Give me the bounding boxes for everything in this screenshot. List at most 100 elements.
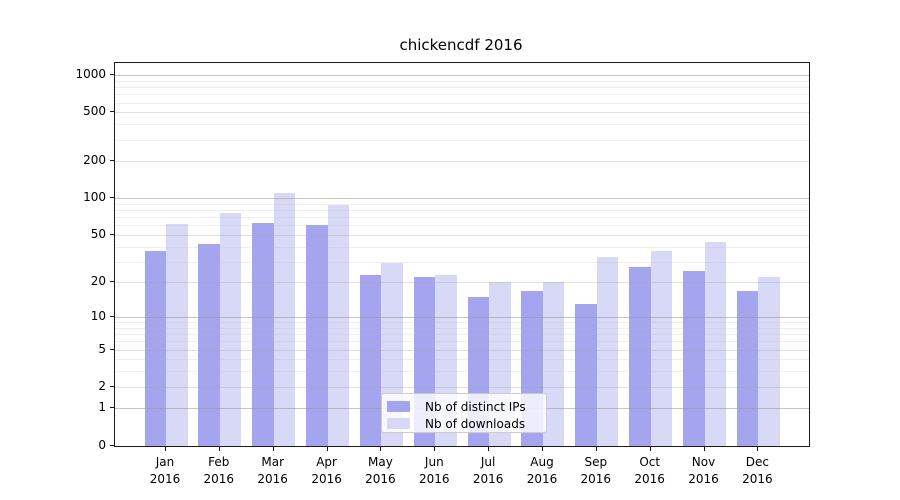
y-tick-mark-2 (110, 385, 114, 387)
bar-downloads-mar (273, 193, 296, 446)
x-tick-mark-dec (757, 446, 759, 451)
y-tick-mark-200 (110, 160, 114, 162)
legend-label-distinct-ips: Nb of distinct IPs (425, 399, 526, 414)
x-tick-mark-apr (326, 446, 328, 451)
x-tick-label-jul: Jul 2016 (472, 454, 504, 486)
y-tick-mark-1000 (110, 74, 114, 76)
bar-downloads-feb (219, 212, 242, 446)
bar-distinct-ips-apr (306, 225, 328, 446)
x-tick-mark-jul (488, 446, 490, 451)
gridline-60 (115, 225, 809, 227)
bar-distinct-ips-sep (575, 304, 597, 446)
x-tick-label-nov: Nov 2016 (688, 454, 719, 486)
bar-downloads-nov (704, 241, 726, 446)
gridline-400 (115, 124, 809, 126)
gridline-2 (115, 386, 809, 388)
y-tick-mark-0 (110, 444, 114, 446)
gridline-600 (115, 102, 809, 104)
chart-title: chickencdf 2016 (399, 36, 523, 54)
gridline-7 (115, 334, 809, 336)
gridline-90 (115, 203, 809, 205)
x-tick-label-oct: Oct 2016 (634, 454, 665, 486)
y-tick-mark-100 (110, 197, 114, 199)
gridline-30 (115, 261, 809, 263)
gridline-3 (115, 371, 809, 373)
x-tick-label-apr: Apr 2016 (311, 454, 342, 486)
gridline-4 (115, 359, 809, 361)
gridline-500 (115, 112, 809, 114)
y-tick-mark-20 (110, 281, 114, 283)
x-tick-label-jun: Jun 2016 (419, 454, 450, 486)
plot-canvas (115, 63, 809, 446)
legend-swatch-downloads-icon (387, 418, 410, 429)
legend-row: Nb of distinct IPs (382, 398, 546, 415)
y-tick-label-0: 0 (98, 437, 106, 452)
x-tick-label-mar: Mar 2016 (257, 454, 288, 486)
x-tick-label-sep: Sep 2016 (580, 454, 612, 486)
gridline-80 (115, 210, 809, 211)
y-tick-mark-10 (110, 316, 114, 317)
y-tick-label-20: 20 (90, 274, 106, 289)
legend-label-downloads: Nb of downloads (425, 416, 526, 431)
gridline-5 (115, 349, 809, 351)
x-tick-mark-mar (272, 446, 274, 451)
gridline-700 (115, 94, 809, 96)
x-tick-label-jan: Jan 2016 (149, 454, 181, 486)
bar-distinct-ips-mar (252, 222, 274, 446)
y-tick-label-100: 100 (83, 190, 106, 205)
x-tick-mark-jan (165, 446, 166, 451)
gridline-10 (115, 317, 809, 318)
x-tick-mark-aug (542, 446, 543, 451)
legend: Nb of distinct IPs Nb of downloads (381, 393, 547, 433)
bar-downloads-jan (166, 224, 188, 446)
bar-distinct-ips-nov (683, 270, 705, 446)
bar-downloads-oct (650, 250, 673, 446)
gridline-20 (115, 282, 809, 284)
y-tick-label-10: 10 (90, 309, 106, 323)
bar-distinct-ips-oct (629, 266, 651, 446)
y-tick-mark-50 (110, 233, 114, 235)
x-tick-mark-sep (595, 446, 597, 451)
gridline-70 (115, 217, 809, 219)
x-tick-mark-feb (218, 446, 220, 451)
y-tick-label-2: 2 (98, 378, 106, 393)
gridline-9 (115, 322, 809, 324)
bar-downloads-aug (542, 282, 565, 446)
bar-downloads-dec (758, 277, 780, 446)
gridline-8 (115, 327, 809, 329)
x-tick-label-feb: Feb 2016 (203, 454, 235, 486)
y-tick-label-500: 500 (83, 104, 106, 119)
legend-row: Nb of downloads (382, 415, 546, 432)
plot-area (114, 62, 810, 447)
y-tick-label-1000: 1000 (75, 67, 106, 82)
x-tick-label-may: May 2016 (365, 454, 396, 486)
x-tick-label-dec: Dec 2016 (742, 454, 773, 486)
gridline-300 (115, 139, 809, 141)
gridline-200 (115, 161, 809, 163)
y-tick-label-5: 5 (98, 341, 106, 356)
gridline-40 (115, 246, 809, 248)
bar-distinct-ips-jan (144, 250, 166, 446)
y-tick-label-1: 1 (98, 400, 106, 415)
gridline-800 (115, 87, 809, 89)
y-tick-mark-1 (110, 407, 114, 409)
gridline-1000 (115, 75, 809, 77)
y-tick-mark-500 (110, 111, 114, 113)
gridline-100 (115, 198, 809, 200)
bar-distinct-ips-feb (198, 243, 220, 446)
gridline-900 (115, 80, 809, 82)
x-tick-mark-nov (703, 446, 705, 451)
bar-downloads-sep (596, 256, 619, 446)
y-tick-mark-5 (110, 348, 114, 350)
x-tick-label-aug: Aug 2016 (526, 454, 558, 486)
y-tick-label-200: 200 (83, 153, 106, 168)
x-tick-mark-oct (649, 446, 651, 451)
y-tick-label-50: 50 (90, 226, 106, 241)
bar-downloads-apr (327, 204, 350, 446)
bar-distinct-ips-dec (736, 290, 759, 446)
x-tick-mark-may (380, 446, 382, 451)
gridline-6 (115, 341, 809, 343)
x-tick-mark-jun (434, 446, 436, 451)
legend-swatch-distinct-ips-icon (387, 401, 410, 412)
